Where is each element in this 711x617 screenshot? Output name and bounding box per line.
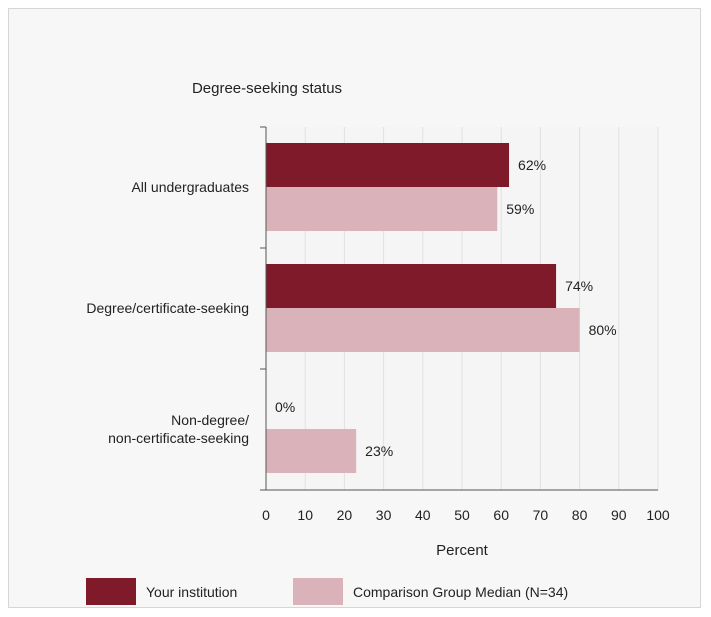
x-axis-title: Percent: [436, 542, 489, 559]
category-label: non-certificate-seeking: [108, 430, 249, 446]
legend-label-comparison-group: Comparison Group Median (N=34): [353, 584, 568, 600]
x-tick-label: 80: [572, 507, 588, 523]
category-label: Non-degree/: [171, 412, 249, 428]
x-tick-label: 10: [297, 507, 313, 523]
data-label: 80%: [589, 322, 617, 338]
legend: Your institution Comparison Group Median…: [86, 578, 568, 605]
x-tick-label: 70: [533, 507, 549, 523]
x-tick-label: 30: [376, 507, 392, 523]
x-axis-ticks: 0 10 20 30 40 50 60 70 80 90 100: [262, 507, 670, 523]
legend-swatch-your-institution: [86, 578, 136, 605]
data-label: 74%: [565, 278, 593, 294]
data-label: 0%: [275, 399, 295, 415]
legend-swatch-comparison-group: [293, 578, 343, 605]
bar: [266, 187, 498, 231]
x-tick-label: 90: [611, 507, 627, 523]
chart-title: Degree-seeking status: [192, 80, 342, 97]
x-tick-label: 0: [262, 507, 270, 523]
bar: [266, 308, 580, 352]
data-label: 59%: [506, 201, 534, 217]
x-tick-label: 40: [415, 507, 431, 523]
bars: [266, 143, 580, 473]
x-tick-label: 20: [337, 507, 353, 523]
category-label: All undergraduates: [131, 179, 249, 195]
bar: [266, 264, 557, 308]
category-labels: All undergraduates Degree/certificate-see…: [86, 179, 249, 446]
data-label: 23%: [365, 443, 393, 459]
x-tick-label: 100: [646, 507, 670, 523]
data-label: 62%: [518, 157, 546, 173]
x-tick-label: 60: [493, 507, 509, 523]
x-tick-label: 50: [454, 507, 470, 523]
data-labels: 62% 74% 0% 59% 80% 23%: [275, 157, 617, 459]
category-label: Degree/certificate-seeking: [86, 300, 249, 316]
bar: [266, 143, 510, 187]
bar: [266, 429, 357, 473]
axes: [260, 126, 658, 491]
legend-label-your-institution: Your institution: [146, 584, 237, 600]
